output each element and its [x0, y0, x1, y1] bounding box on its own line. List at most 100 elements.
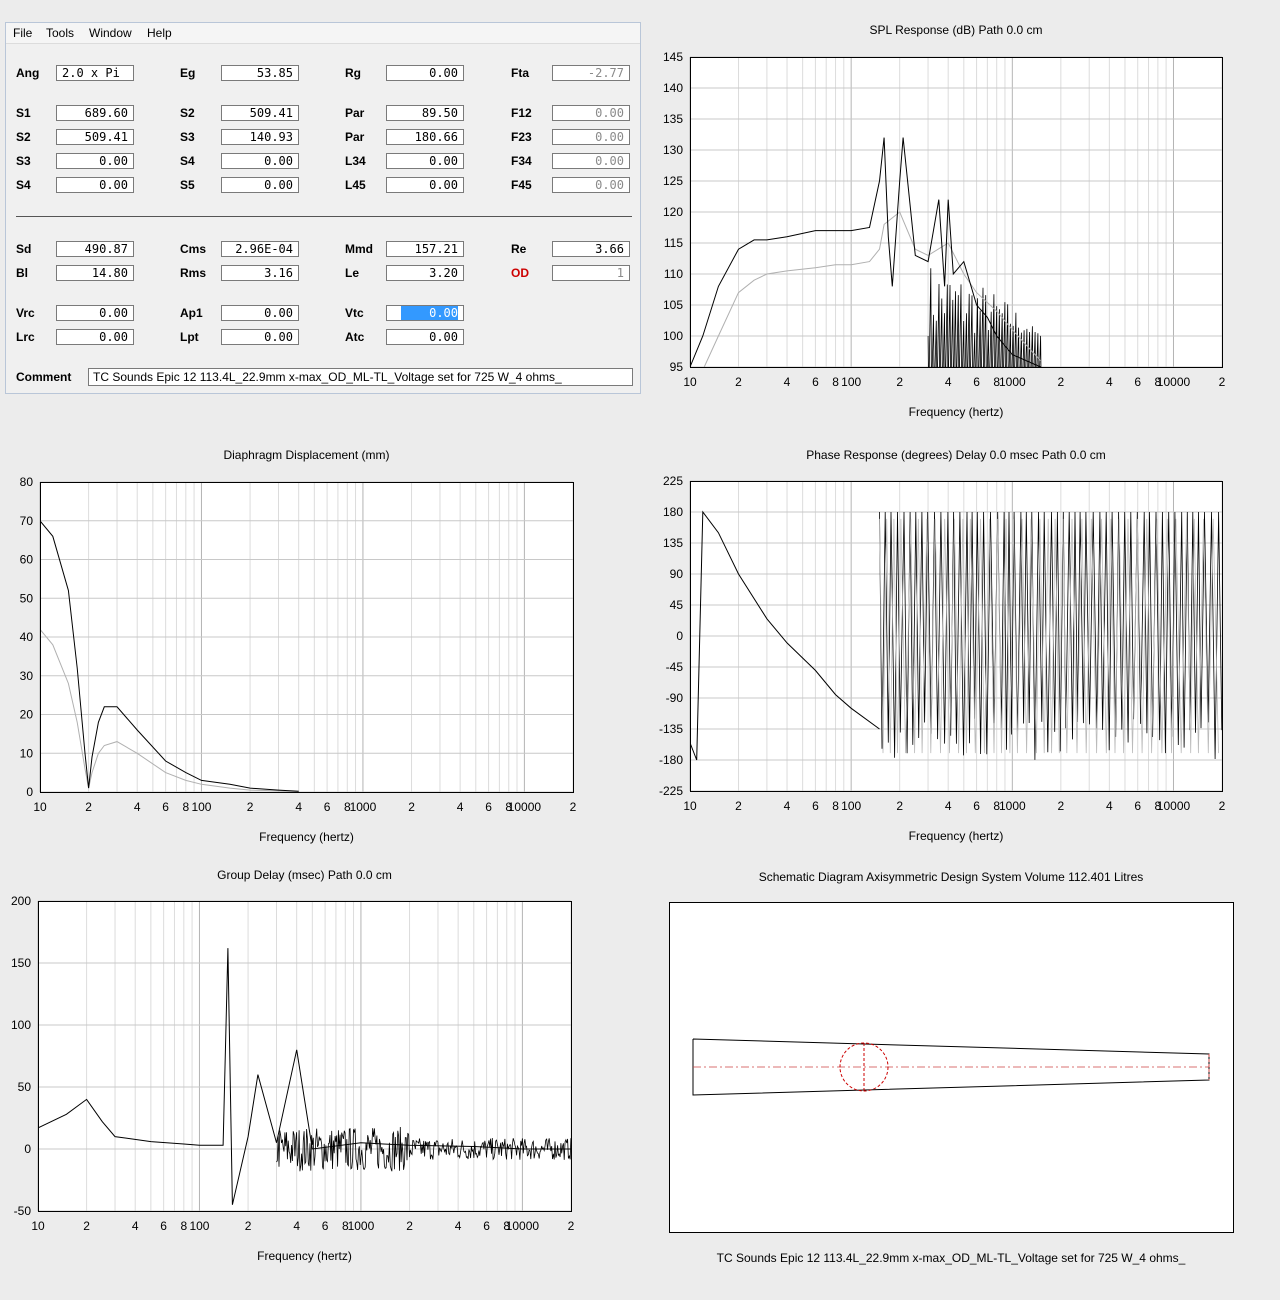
param-field[interactable]: 14.80 [56, 265, 134, 281]
param-field[interactable]: 180.66 [386, 129, 464, 145]
param-label: F12 [511, 106, 532, 120]
param-label: Par [345, 130, 365, 144]
menu-help[interactable]: Help [147, 26, 172, 40]
y-tick-label: 130 [663, 143, 683, 157]
y-tick-label: 225 [663, 474, 683, 488]
param-field[interactable]: 3.16 [221, 265, 299, 281]
param-label: Bl [16, 266, 28, 280]
x-tick-label: 100 [841, 799, 861, 813]
param-field[interactable]: 0.00 [552, 177, 630, 193]
param-field[interactable]: 0.00 [221, 177, 299, 193]
param-label: S3 [16, 154, 31, 168]
param-field[interactable]: 0.00 [386, 65, 464, 81]
comment-label: Comment [16, 370, 72, 384]
param-label: S3 [180, 130, 195, 144]
x-tick-label: 10 [33, 800, 47, 814]
param-field[interactable]: 0.00 [56, 305, 134, 321]
series-line [690, 510, 880, 761]
schematic-caption: TC Sounds Epic 12 113.4L_22.9mm x-max_OD… [716, 1251, 1186, 1265]
x-tick-label: 8 [1155, 375, 1162, 389]
param-value: 2.0 x Pi [62, 66, 120, 80]
param-field[interactable]: 0.00 [552, 153, 630, 169]
param-field[interactable]: 157.21 [386, 241, 464, 257]
param-field[interactable]: 3.66 [552, 241, 630, 257]
param-field[interactable]: 0.00 [221, 329, 299, 345]
param-field[interactable]: 140.93 [221, 129, 299, 145]
series-line [38, 948, 571, 1205]
param-label: Vrc [16, 306, 35, 320]
menu-file[interactable]: File [13, 26, 33, 40]
menu-tools[interactable]: Tools [46, 26, 75, 40]
y-tick-label: 200 [11, 894, 31, 908]
spl-response-chart: SPL Response (dB) Path 0.0 cm 145 140 135 13… [663, 23, 1226, 419]
y-tick-label: 50 [18, 1080, 32, 1094]
plot-border [40, 482, 574, 793]
series-group [40, 520, 299, 792]
param-field[interactable]: 0.00 [221, 153, 299, 169]
x-tick-label: 8 [993, 799, 1000, 813]
param-field[interactable]: 2.96E-04 [221, 241, 299, 257]
comment-field[interactable]: TC Sounds Epic 12 113.4L_22.9mm x-max_OD… [88, 368, 633, 386]
x-tick-label: 8 [342, 1219, 349, 1233]
x-tick-label: 8 [993, 375, 1000, 389]
param-field[interactable]: -2.77 [552, 65, 630, 81]
y-tick-label: 20 [20, 708, 34, 722]
y-tick-label: 70 [20, 514, 34, 528]
x-tick-label: 8 [832, 799, 839, 813]
param-label: Re [511, 242, 527, 256]
x-tick-label: 6 [812, 799, 819, 813]
x-tick-label: 6 [483, 1219, 490, 1233]
x-tick-label: 10000 [506, 1219, 540, 1233]
param-field[interactable]: 89.50 [386, 105, 464, 121]
param-field[interactable]: 0.00 [56, 329, 134, 345]
param-field[interactable]: 0.00 [221, 305, 299, 321]
y-tick-label: 100 [663, 329, 683, 343]
y-tick-label: 10 [20, 746, 34, 760]
series-line [703, 211, 1042, 367]
x-axis-label: Frequency (hertz) [259, 830, 354, 844]
param-field[interactable]: 0.00 [386, 177, 464, 193]
chart-title: SPL Response (dB) Path 0.0 cm [870, 23, 1043, 37]
x-tick-label: 4 [945, 799, 952, 813]
param-field[interactable]: 0.00 [386, 329, 464, 345]
x-tick-label: 100 [189, 1219, 209, 1233]
y-tick-label: 80 [20, 475, 34, 489]
param-value: 0.00 [429, 178, 458, 192]
param-field[interactable]: 0.00 [56, 153, 134, 169]
series-group [38, 948, 571, 1205]
series-line [40, 628, 299, 792]
param-field[interactable]: 3.20 [386, 265, 464, 281]
param-field[interactable]: 509.41 [221, 105, 299, 121]
group-delay-chart: Group Delay (msec) Path 0.0 cm2001501005… [11, 868, 575, 1263]
x-tick-label: 6 [1134, 799, 1141, 813]
param-field[interactable]: 0.00 [386, 305, 464, 321]
param-field[interactable]: 490.87 [56, 241, 134, 257]
x-tick-label: 100 [841, 375, 861, 389]
x-tick-label: 4 [1106, 375, 1113, 389]
param-field[interactable]: 0.00 [386, 153, 464, 169]
param-field[interactable]: 1 [552, 265, 630, 281]
x-tick-label: 6 [160, 1219, 167, 1233]
param-field[interactable]: 689.60 [56, 105, 134, 121]
param-label: Eg [180, 66, 196, 80]
param-field[interactable]: 0.00 [552, 129, 630, 145]
param-value: -2.77 [587, 66, 624, 80]
param-field[interactable]: 53.85 [221, 65, 299, 81]
x-tick-label: 8 [503, 1219, 510, 1233]
y-tick-label: -135 [659, 722, 683, 736]
param-field[interactable]: 2.0 x Pi [56, 65, 134, 81]
x-tick-label: 2 [1219, 375, 1226, 389]
param-field[interactable]: 0.00 [56, 177, 134, 193]
param-value: 0.00 [264, 306, 293, 320]
param-field[interactable]: 0.00 [552, 105, 630, 121]
x-tick-label: 2 [735, 799, 742, 813]
param-label: Ang [16, 66, 40, 80]
y-tick-label: 105 [663, 298, 683, 312]
y-tick-label: -50 [14, 1204, 32, 1218]
param-field[interactable]: 509.41 [56, 129, 134, 145]
x-tick-label: 2 [245, 1219, 252, 1233]
x-tick-label: 6 [812, 375, 819, 389]
param-label: Lpt [180, 330, 199, 344]
param-value: 53.85 [256, 66, 293, 80]
menu-window[interactable]: Window [89, 26, 132, 40]
